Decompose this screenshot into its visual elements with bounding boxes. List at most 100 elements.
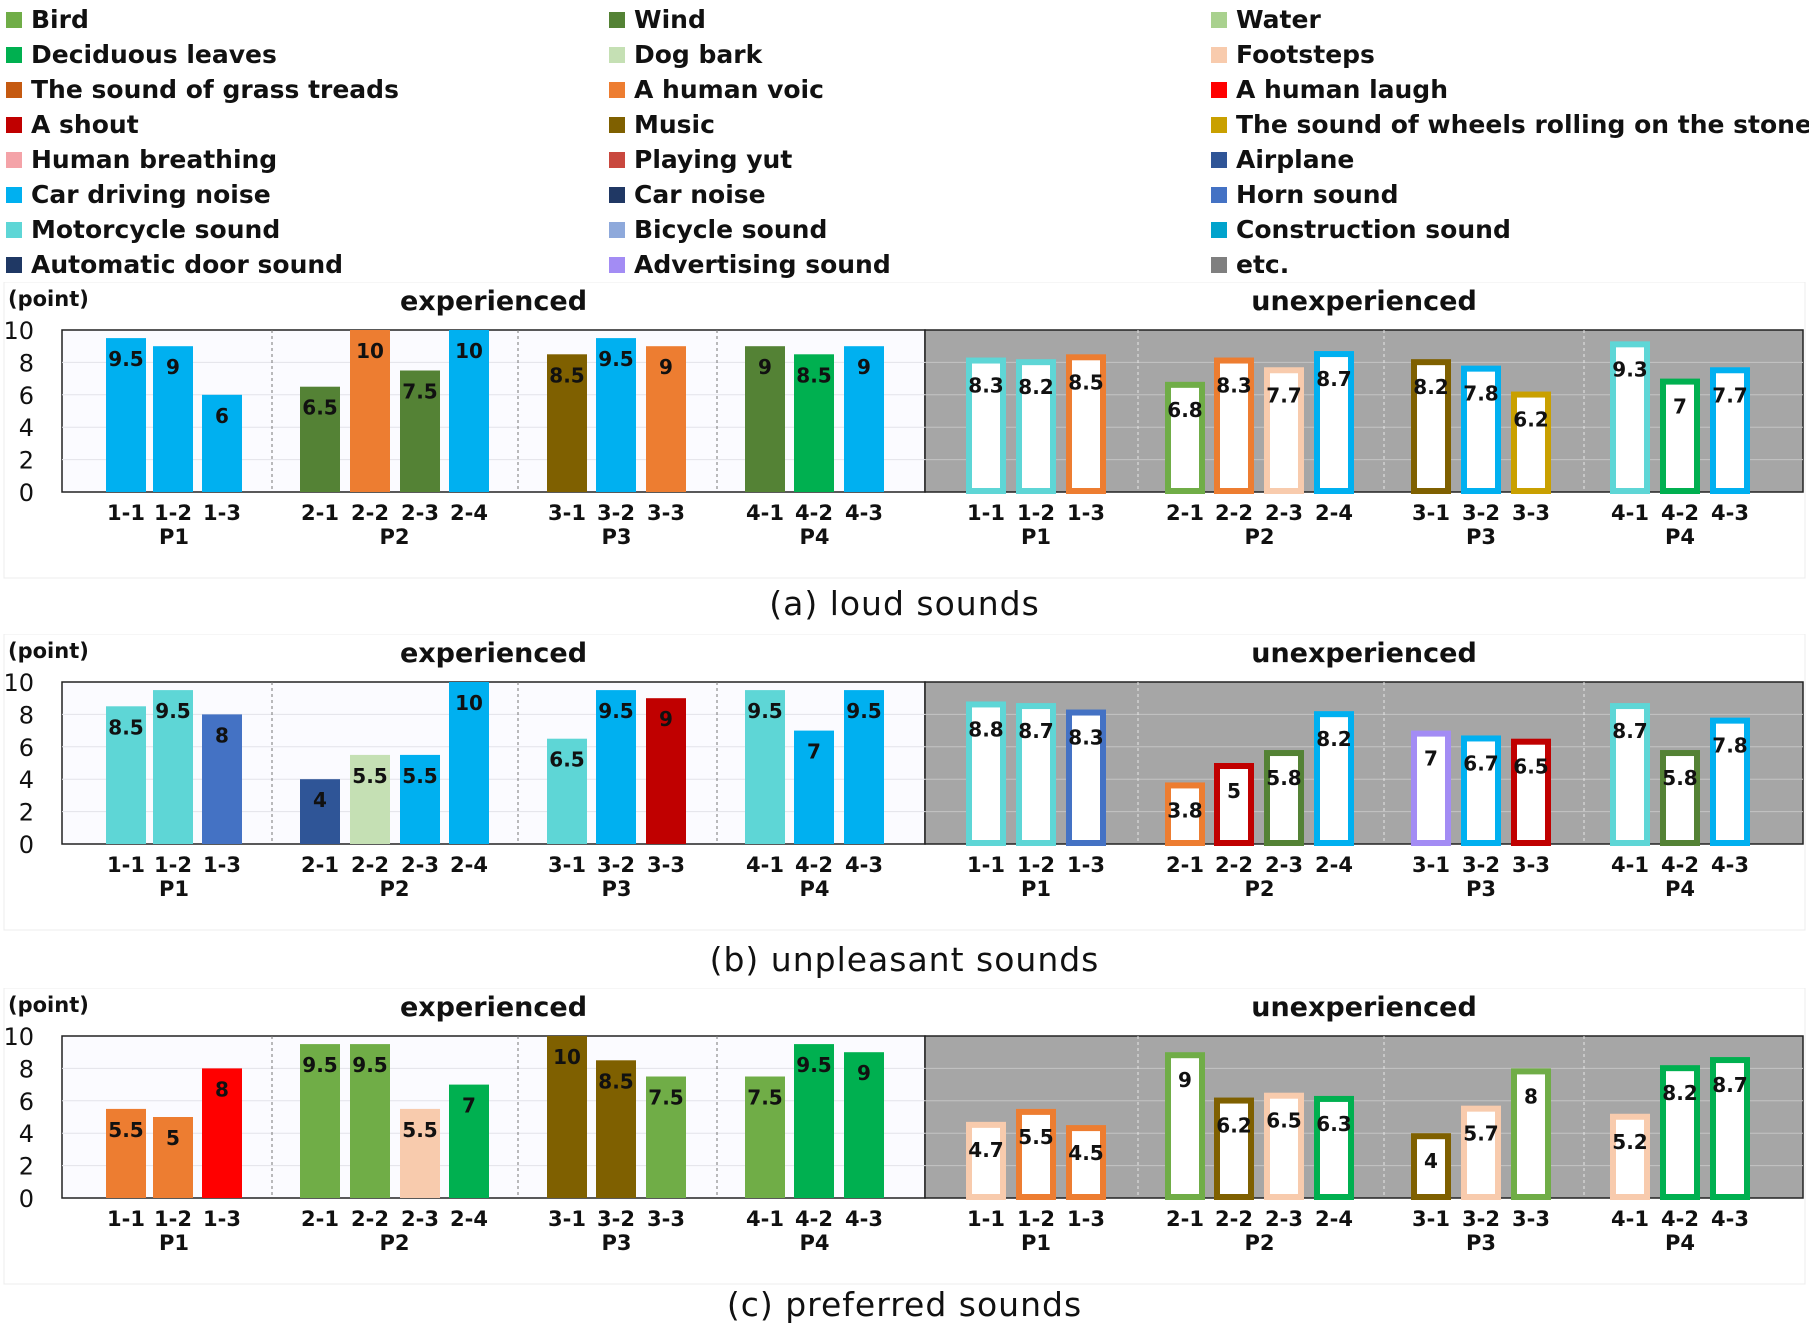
bar-unexperienced [1461, 365, 1501, 494]
bar-unexperienced [1660, 378, 1700, 494]
bar-value-label: 5.8 [1266, 766, 1301, 790]
y-axis-label: (point) [8, 287, 89, 311]
group-label: P2 [1244, 877, 1274, 901]
y-tick-label: 10 [3, 1023, 34, 1051]
bar-unexperienced [1016, 703, 1056, 846]
bar-unexperienced [1660, 1065, 1700, 1200]
legend-item: etc. [1211, 247, 1289, 282]
x-tick-label: 3-2 [1462, 501, 1500, 525]
legend-swatch [1211, 11, 1227, 28]
bar-unexperienced [1314, 711, 1354, 846]
bar-unexperienced [1214, 1097, 1254, 1200]
bar-value-label: 8.2 [1316, 727, 1351, 751]
bar-value-label: 6.3 [1316, 1112, 1351, 1136]
bar-value-label: 9 [1178, 1068, 1192, 1092]
y-tick-label: 4 [19, 414, 34, 442]
legend-item: Wind [609, 2, 706, 37]
group-label: P2 [1244, 525, 1274, 549]
x-tick-label: 3-1 [1412, 1207, 1450, 1231]
bar-value-label: 9 [659, 707, 673, 731]
bar-experienced [844, 1052, 884, 1198]
bar-unexperienced [1264, 1092, 1304, 1200]
x-tick-label: 1-2 [1017, 501, 1055, 525]
legend-item: The sound of grass treads [6, 72, 399, 107]
x-tick-label: 4-1 [746, 501, 784, 525]
bar-value-label: 5.5 [402, 1118, 437, 1142]
y-tick-label: 0 [19, 831, 34, 859]
bar-value-label: 8.5 [796, 363, 831, 387]
x-tick-label: 3-1 [548, 853, 586, 877]
x-tick-label: 1-3 [1067, 1207, 1105, 1231]
x-tick-label: 3-1 [548, 501, 586, 525]
x-tick-label: 3-2 [597, 501, 635, 525]
x-tick-label: 2-3 [1265, 1207, 1303, 1231]
x-tick-label: 2-3 [1265, 501, 1303, 525]
group-label: P4 [799, 1231, 829, 1255]
x-tick-label: 3-2 [597, 1207, 635, 1231]
bar-experienced [547, 738, 587, 844]
y-axis-label: (point) [8, 639, 89, 663]
x-tick-label: 1-2 [154, 501, 192, 525]
x-tick-label: 2-1 [1166, 1207, 1204, 1231]
bar-value-label: 9 [857, 1061, 871, 1085]
y-tick-label: 6 [19, 382, 34, 410]
bar-experienced [106, 338, 146, 492]
x-tick-label: 4-1 [746, 853, 784, 877]
bar-value-label: 8.5 [1068, 370, 1103, 394]
bar-unexperienced [1461, 1105, 1501, 1200]
legend-swatch [6, 116, 22, 133]
group-label: P3 [601, 525, 631, 549]
bar-value-label: 8.5 [598, 1069, 633, 1093]
bar-value-label: 8.7 [1316, 367, 1351, 391]
bar-value-label: 7.5 [402, 380, 437, 404]
legend-swatch [609, 11, 625, 28]
bar-unexperienced [1066, 709, 1106, 847]
bar-value-label: 5.2 [1612, 1130, 1647, 1154]
bar-unexperienced [1411, 1133, 1451, 1200]
bar-experienced [350, 754, 390, 844]
panel-frame [3, 988, 1806, 1285]
legend-swatch [6, 151, 22, 168]
x-tick-label: 2-1 [1166, 853, 1204, 877]
x-tick-label: 4-2 [795, 1207, 833, 1231]
legend-swatch [6, 81, 22, 98]
legend-label: Human breathing [31, 145, 278, 174]
legend-item: Advertising sound [609, 247, 891, 282]
bar-unexperienced [1710, 367, 1750, 494]
bar-unexperienced [1710, 1057, 1750, 1200]
group-label: P3 [601, 1231, 631, 1255]
x-tick-label: 2-4 [1315, 1207, 1353, 1231]
bar-experienced [106, 706, 146, 844]
legend-item: Construction sound [1211, 212, 1511, 247]
group-label: P3 [1466, 525, 1496, 549]
x-tick-label: 4-1 [1611, 501, 1649, 525]
bar-unexperienced [1066, 354, 1106, 494]
group-label: P1 [159, 1231, 189, 1255]
legend-item: Motorcycle sound [6, 212, 280, 247]
legend-swatch [609, 81, 625, 98]
x-tick-label: 2-4 [1315, 853, 1353, 877]
group-label: P4 [799, 877, 829, 901]
group-label: P2 [379, 877, 409, 901]
x-tick-label: 4-2 [795, 853, 833, 877]
x-tick-label: 3-3 [647, 501, 685, 525]
bar-value-label: 5.7 [1463, 1122, 1498, 1146]
legend-item: Bird [6, 2, 89, 37]
x-tick-label: 4-2 [1661, 501, 1699, 525]
x-tick-label: 1-1 [107, 1207, 145, 1231]
x-tick-label: 3-1 [548, 1207, 586, 1231]
bar-experienced [844, 346, 884, 492]
bar-value-label: 7.7 [1266, 383, 1301, 407]
x-tick-label: 3-1 [1412, 501, 1450, 525]
x-tick-label: 4-1 [1611, 1207, 1649, 1231]
x-tick-label: 4-2 [1661, 853, 1699, 877]
legend-label: Motorcycle sound [31, 215, 281, 244]
x-tick-label: 1-3 [203, 853, 241, 877]
bar-value-label: 6.2 [1513, 408, 1548, 432]
y-tick-label: 4 [19, 766, 34, 794]
bar-unexperienced [1511, 391, 1551, 494]
caption-unpleasant-sounds: (b) unpleasant sounds [709, 940, 1100, 979]
group-label: P1 [159, 525, 189, 549]
y-tick-label: 8 [19, 1055, 34, 1083]
legend-item: Airplane [1211, 142, 1354, 177]
